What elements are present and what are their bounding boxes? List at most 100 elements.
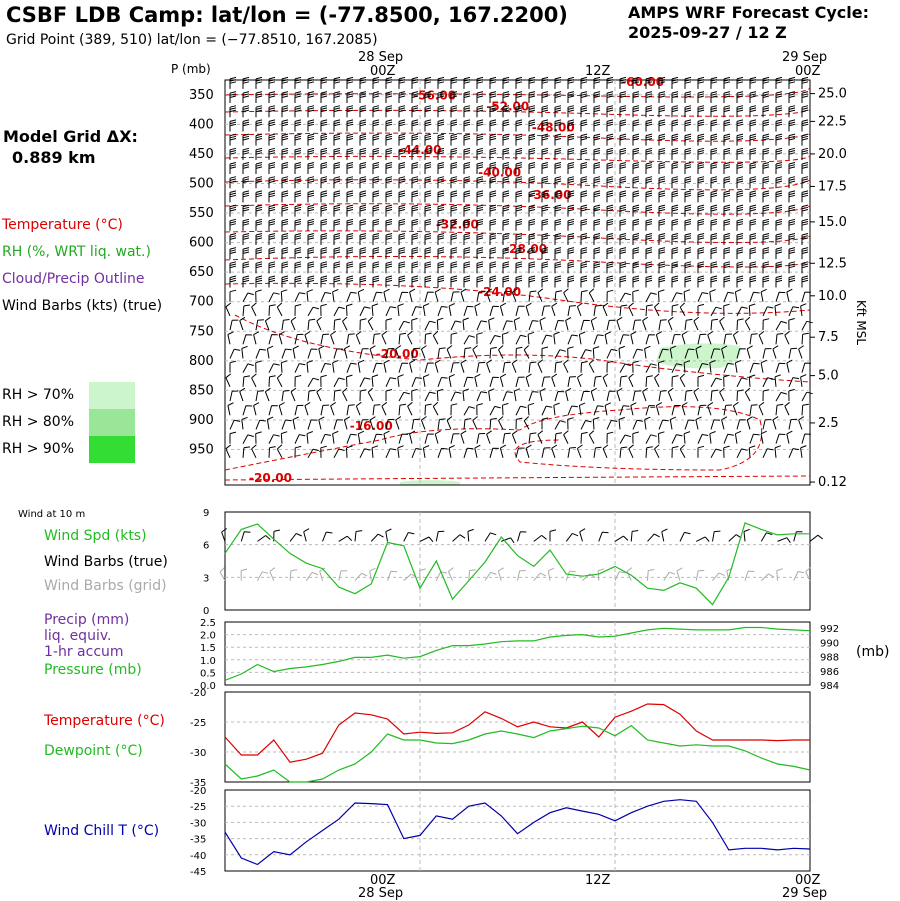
wind-barb	[424, 261, 432, 274]
wind-barb	[723, 147, 731, 160]
wind-barb	[411, 448, 422, 458]
wind-barb	[749, 233, 757, 245]
wind-barb	[683, 360, 691, 373]
wind-barb	[734, 288, 742, 302]
wind-barb	[446, 345, 453, 359]
wind-barb	[684, 190, 692, 203]
surface-wind-barb	[533, 535, 547, 542]
wind-barb	[307, 261, 315, 274]
wind-barb	[604, 331, 611, 345]
wind-barb	[307, 119, 315, 132]
wind-barb	[632, 204, 640, 217]
wind-barb	[762, 448, 774, 459]
height-tick-label: 25.0	[818, 87, 847, 102]
wind-barb	[749, 261, 757, 274]
wind-barb	[424, 133, 432, 146]
wind-barb	[619, 176, 627, 189]
surface-wind-barb	[403, 532, 415, 542]
wind-barb	[801, 176, 809, 189]
top-date-0: 28 Sep	[358, 50, 404, 65]
wind-barb	[671, 133, 679, 146]
wind-barb	[567, 91, 575, 104]
wind-barb	[554, 133, 562, 146]
wind-barb	[268, 275, 276, 288]
grid-wind-barb	[776, 568, 783, 581]
wind-barb	[333, 76, 341, 89]
wind-barb	[710, 318, 719, 331]
wind-barb	[697, 445, 705, 458]
wind-barb	[281, 319, 290, 331]
wind-barb	[710, 348, 721, 359]
wind-barb	[450, 76, 458, 89]
wind-barb	[255, 247, 263, 260]
wind-barb	[343, 416, 351, 430]
wind-barb	[242, 119, 250, 132]
wind-barb	[580, 91, 588, 104]
wind-barb	[229, 147, 237, 160]
wind-barb	[784, 330, 790, 345]
wind-barb	[281, 119, 289, 132]
wind-barb	[294, 363, 306, 373]
wind-barb	[554, 247, 562, 260]
wind-barb	[359, 448, 371, 459]
wind-barb	[580, 218, 588, 231]
wind-barb	[693, 387, 700, 402]
wind-barb	[229, 105, 237, 118]
wind-barb	[567, 346, 574, 359]
wind-barb	[671, 91, 679, 104]
height-tick-label: 15.0	[818, 215, 847, 230]
surface-wind-barb	[549, 529, 557, 542]
wind-barb	[567, 176, 575, 189]
wind-barb	[798, 345, 804, 359]
wind-barb	[602, 373, 609, 388]
wind-barb	[359, 261, 367, 274]
wind-barb	[525, 302, 532, 317]
windchill-tick-label: -30	[190, 818, 206, 829]
wind-barb	[242, 105, 250, 118]
wind-barb	[630, 402, 637, 416]
isotherm-label: -40.00	[478, 165, 521, 179]
wind-barb	[307, 377, 320, 388]
bottom-tick-1: 12Z	[585, 873, 611, 888]
surface-wind-barb	[696, 536, 710, 542]
grid-wind-barb	[319, 567, 326, 581]
legend-cloud: Cloud/Precip Outline	[2, 271, 145, 287]
wind-barb	[333, 318, 341, 331]
precip-tick-label: 2.0	[200, 631, 216, 642]
wind-barb	[294, 375, 302, 387]
wind-barb	[801, 218, 809, 231]
wind-barb	[567, 447, 576, 458]
wind-barb	[437, 447, 448, 458]
wind-barb	[788, 147, 796, 160]
wind-barb	[513, 317, 521, 331]
wind-barb	[645, 147, 653, 160]
wind-barb	[749, 176, 757, 189]
wind-barb	[398, 190, 406, 203]
wind-barb	[541, 417, 549, 430]
wind-barb	[229, 431, 237, 444]
wind-barb	[528, 290, 537, 302]
wind-barb	[528, 162, 536, 175]
wind-barb	[632, 348, 644, 359]
wind-barb	[632, 76, 640, 89]
grid-wind-barb	[447, 567, 454, 581]
legend-temperature: Temperature (°C)	[2, 217, 123, 233]
wind-barb	[541, 346, 549, 359]
wind-barb	[437, 162, 445, 175]
wind-barb	[723, 176, 731, 189]
wind-barb	[749, 333, 758, 345]
wind-barb	[242, 261, 250, 274]
wind-barb	[523, 345, 530, 359]
wind-barb	[593, 91, 601, 104]
surface-wind-barb	[240, 531, 251, 542]
wind-barb	[697, 261, 705, 274]
wind-barb	[606, 348, 618, 359]
wind-barb	[357, 430, 365, 444]
wind-barb	[229, 133, 237, 146]
wind-barb	[734, 430, 742, 444]
wind-barb	[775, 261, 783, 274]
wind-barb	[359, 233, 367, 245]
wind-barb	[333, 190, 341, 203]
wind-barb	[684, 147, 692, 160]
wind-barb	[632, 105, 640, 118]
